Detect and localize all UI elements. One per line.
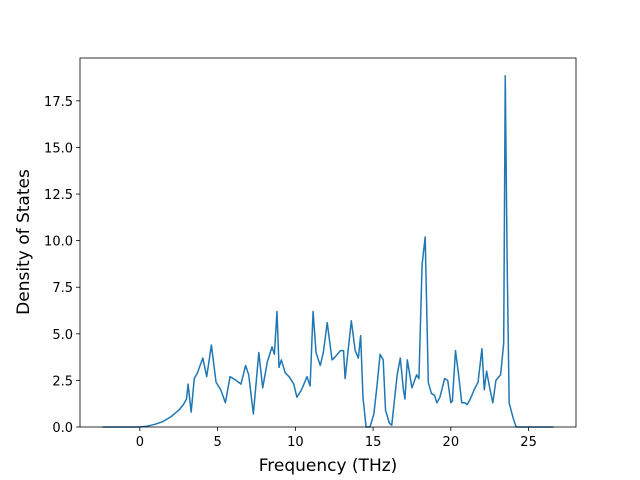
y-axis-label: Density of States: [14, 169, 34, 315]
dos-line: [102, 74, 554, 428]
x-tick-label: 15: [365, 435, 382, 450]
y-tick-label: 2.5: [52, 374, 73, 389]
x-tick-label: 20: [443, 435, 460, 450]
y-tick-label: 7.5: [52, 281, 73, 296]
x-tick-label: 25: [520, 435, 537, 450]
y-tick-label: 12.5: [44, 188, 73, 203]
y-tick-label: 5.0: [52, 328, 73, 343]
x-tick-label: 10: [287, 435, 304, 450]
y-tick-label: 15.0: [44, 141, 73, 156]
y-tick-label: 17.5: [44, 95, 73, 110]
x-tick-label: 0: [136, 435, 144, 450]
y-tick-label: 10.0: [44, 235, 73, 250]
y-tick-label: 0.0: [52, 421, 73, 436]
x-tick-label: 5: [213, 435, 221, 450]
x-axis-label: Frequency (THz): [259, 456, 398, 476]
plot-frame: [79, 57, 577, 428]
